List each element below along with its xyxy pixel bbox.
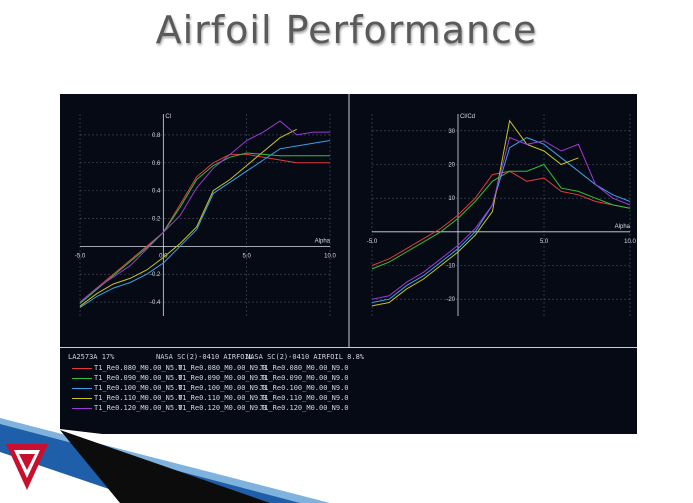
x-tick-label: 10.0 [324, 253, 336, 259]
legend-entry: T1_Re0.080_M0.00_N9.0 [260, 364, 349, 372]
y-tick-label: 10 [448, 196, 455, 202]
legend-entry: T1_Re0.090_M0.00_N9.0 [260, 374, 349, 382]
legend-entry: T1_Re0.090_M0.00_N9.0 [178, 374, 267, 382]
logo-icon [6, 444, 48, 490]
legend-entry: T1_Re0.120_M0.00_N5.0 [94, 404, 183, 412]
legend-swatch [72, 378, 92, 379]
legend-entry: T1_Re0.100_M0.00_N9.0 [260, 384, 349, 392]
series-line [79, 120, 330, 303]
series-line [79, 152, 330, 304]
series-line [371, 137, 631, 303]
series-line [371, 136, 631, 300]
x-axis-label: Alpha [315, 238, 331, 244]
series-line [79, 128, 297, 307]
y-axis-label: Cl/Cd [460, 114, 475, 120]
plots-svg: -5.0 0.0 5.0 10.0 -0.4 -0.2 0.2 0.4 0.6 0.8 Cl Alph… [60, 94, 637, 348]
legend-header-2: NASA SC(2)-0410 AIRFOIL [156, 353, 253, 361]
y-tick-label: -0.2 [150, 272, 161, 278]
legend-entry: T1_Re0.120_M0.00_N9.0 [260, 404, 349, 412]
legend-swatch [72, 388, 92, 389]
y-tick-label: -0.4 [150, 300, 161, 306]
legend-entry: T1_Re0.080_M0.00_N5.0 [94, 364, 183, 372]
x-tick-label: -5.0 [367, 239, 378, 245]
legend-entry: T1_Re0.110_M0.00_N9.0 [178, 394, 267, 402]
x-tick-label: 10.0 [624, 239, 636, 245]
x-tick-label: 0.0 [159, 253, 168, 259]
chart-panel: -5.0 0.0 5.0 10.0 -0.4 -0.2 0.2 0.4 0.6 0.8 Cl Alph… [60, 94, 637, 434]
legend: LA2573A 17% NASA SC(2)-0410 AIRFOIL NASA… [60, 348, 637, 434]
legend-swatch [72, 368, 92, 369]
legend-entry: T1_Re0.120_M0.00_N9.0 [178, 404, 267, 412]
y-tick-label: 0.6 [152, 161, 161, 167]
series-line [79, 140, 331, 309]
legend-entry: T1_Re0.110_M0.00_N5.0 [94, 394, 183, 402]
y-tick-label: 30 [448, 129, 455, 135]
y-tick-label: -10 [446, 264, 455, 270]
y-tick-label: 0.4 [152, 189, 161, 195]
series-line [371, 119, 579, 307]
y-tick-label: -20 [446, 297, 455, 303]
legend-entry: T1_Re0.110_M0.00_N9.0 [260, 394, 349, 402]
x-tick-label: 5.0 [242, 253, 251, 259]
x-tick-label: -5.0 [75, 253, 86, 259]
legend-entry: T1_Re0.080_M0.00_N9.0 [178, 364, 267, 372]
y-tick-label: 0.8 [152, 133, 161, 139]
legend-entry: T1_Re0.090_M0.00_N5.0 [94, 374, 183, 382]
legend-swatch [72, 398, 92, 399]
legend-header-3: NASA SC(2)-0410 AIRFOIL 8.8% [246, 353, 365, 361]
y-axis-label: Cl [165, 114, 171, 120]
decorative-swoosh [0, 418, 693, 503]
logo-triangle-core [19, 454, 35, 470]
y-tick-label: 0.2 [152, 216, 161, 222]
legend-swatch [72, 408, 92, 409]
series-line [371, 163, 631, 270]
legend-entry: T1_Re0.100_M0.00_N5.0 [94, 384, 183, 392]
legend-entry: T1_Re0.100_M0.00_N9.0 [178, 384, 267, 392]
slide-title: Airfoil Performance [155, 8, 538, 52]
swoosh-black [60, 430, 270, 503]
series-line [371, 170, 631, 266]
x-tick-label: 5.0 [540, 239, 549, 245]
series-line [79, 153, 330, 303]
x-axis-label: Alpha [615, 224, 631, 230]
legend-header-1: LA2573A 17% [68, 353, 115, 361]
y-tick-label: 20 [448, 163, 455, 169]
